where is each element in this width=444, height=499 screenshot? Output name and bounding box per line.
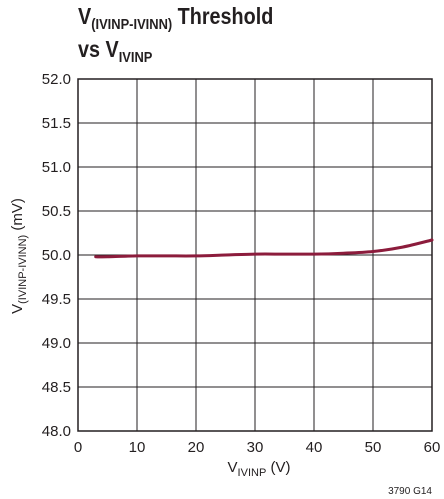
y-tick-labels: 48.0 48.5 49.0 49.5 50.0 50.5 51.0 51.5 52.0: [42, 71, 71, 440]
y-tick-label: 50.0: [42, 247, 71, 264]
x-tick-label: 60: [424, 439, 441, 456]
x-axis-title: VIVINP (V): [228, 459, 291, 479]
figure-code: 3790 G14: [388, 486, 432, 497]
y-tick-label: 52.0: [42, 71, 71, 88]
series-layer: [94, 238, 434, 259]
y-tick-label: 48.5: [42, 379, 71, 396]
y-tick-label: 49.0: [42, 335, 71, 352]
x-tick-label: 50: [365, 439, 382, 456]
y-axis-title: V(IVINP-IVINN) (mV): [9, 198, 29, 314]
x-tick-label: 20: [188, 439, 205, 456]
chart-title-line-2: vs VIVINP: [78, 36, 153, 67]
x-tick-label: 40: [306, 439, 323, 456]
y-tick-label: 49.5: [42, 291, 71, 308]
chart-title-line-1: V(IVINP-IVINN) Threshold: [78, 3, 274, 34]
threshold-series-line: [94, 238, 434, 259]
x-tick-label: 30: [247, 439, 264, 456]
y-tick-label: 48.0: [42, 423, 71, 440]
y-tick-label: 50.5: [42, 203, 71, 220]
y-tick-label: 51.5: [42, 115, 71, 132]
plot-frame: [77, 78, 433, 432]
y-tick-label: 51.0: [42, 159, 71, 176]
x-tick-label: 10: [129, 439, 146, 456]
x-tick-labels: 0 10 20 30 40 50 60: [74, 439, 441, 456]
chart-title: V(IVINP-IVINN) Threshold vs VIVINP: [78, 4, 388, 70]
x-tick-label: 0: [74, 439, 82, 456]
